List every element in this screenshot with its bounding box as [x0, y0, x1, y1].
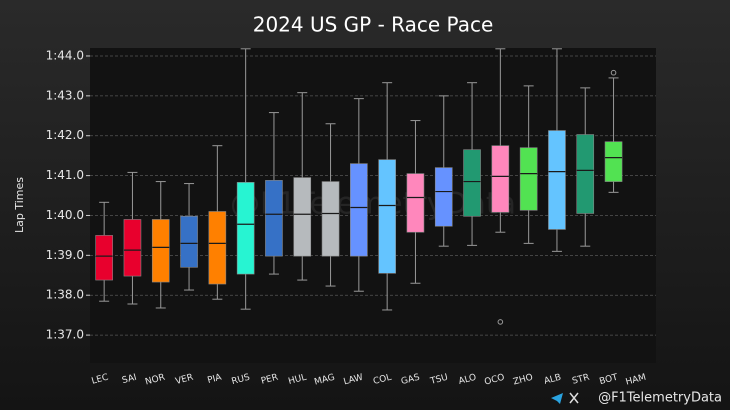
x-tick-label: COL — [372, 373, 392, 387]
box — [321, 181, 340, 257]
x-tick-label: SAI — [121, 373, 138, 386]
x-tick-label: TSU — [428, 373, 449, 388]
box — [604, 141, 623, 182]
box — [378, 159, 396, 274]
y-tick-label: 1:41.0 — [46, 168, 84, 182]
box — [95, 235, 113, 281]
x-tick-label: STR — [571, 373, 590, 387]
chart-title: 2024 US GP - Race Pace — [253, 13, 494, 37]
x-tick-label: PIA — [206, 372, 223, 386]
footer-handle: @F1TelemetryData — [598, 391, 722, 406]
x-tick-label: LAW — [343, 373, 365, 388]
box — [406, 173, 425, 233]
box — [180, 215, 198, 268]
y-tick-label: 1:39.0 — [46, 248, 84, 262]
box — [236, 182, 255, 275]
y-tick-label: 1:40.0 — [46, 208, 84, 222]
box — [491, 145, 510, 213]
y-tick-label: 1:38.0 — [46, 288, 84, 302]
box — [463, 149, 481, 217]
x-tick-label: PER — [260, 373, 279, 387]
box — [265, 180, 283, 257]
outlier — [497, 319, 504, 325]
plot — [90, 48, 656, 336]
x-icon — [569, 392, 579, 404]
box — [576, 134, 595, 214]
x-tick-label: RUS — [231, 373, 252, 388]
y-tick-label: 1:42.0 — [46, 128, 84, 142]
y-tick-label: 1:43.0 — [46, 88, 84, 102]
x-tick-label: HUL — [287, 373, 307, 387]
x-tick-label: VER — [174, 373, 194, 387]
box — [123, 219, 142, 277]
y-tick-label: 1:37.0 — [46, 328, 84, 342]
footer-icons — [551, 392, 579, 404]
box — [519, 147, 538, 211]
y-axis-label: Lap Times — [13, 177, 26, 233]
x-tick-label: ALB — [543, 373, 562, 387]
box — [293, 177, 312, 257]
x-tick-label: GAS — [400, 373, 421, 388]
y-tick-label: 1:44.0 — [46, 48, 84, 62]
box — [548, 130, 566, 230]
box — [350, 163, 368, 257]
x-tick-label: ALO — [458, 373, 478, 387]
outlier — [610, 69, 617, 76]
telegram-icon — [551, 393, 563, 404]
box — [434, 167, 453, 227]
box — [208, 211, 227, 285]
box — [151, 219, 170, 283]
x-tick-label: LEC — [91, 373, 110, 387]
x-tick-label: BOT — [598, 373, 619, 388]
